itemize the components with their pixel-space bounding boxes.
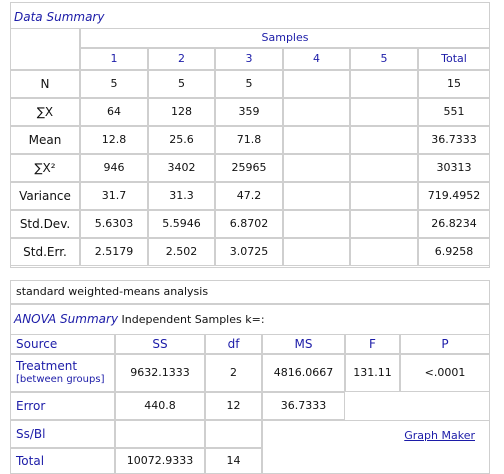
cell: 31.7	[80, 182, 148, 210]
cell: 128	[148, 98, 215, 126]
cell	[283, 182, 350, 210]
cell	[283, 238, 350, 266]
column-header: Source	[10, 334, 115, 354]
column-header: Total	[418, 48, 490, 70]
cell	[350, 126, 418, 154]
cell: 14	[205, 448, 262, 474]
cell: 30313	[418, 154, 490, 182]
source-label: Ss/Bl	[16, 426, 46, 441]
column-header: P	[400, 334, 490, 354]
cell: 4816.0667	[262, 354, 345, 392]
anova-heading: ANOVA Summary Independent Samples k=:	[14, 312, 484, 330]
source-note: [between groups]	[16, 374, 105, 386]
cell: 359	[215, 98, 283, 126]
graph-maker-box: Graph Maker	[262, 420, 490, 474]
source-label: Total	[16, 453, 45, 468]
cell	[350, 182, 418, 210]
row-label: ∑X²	[10, 154, 80, 182]
cell: 2.502	[148, 238, 215, 266]
analysis-note: standard weighted-means analysis	[10, 280, 490, 304]
cell	[283, 154, 350, 182]
cell: 2.5179	[80, 238, 148, 266]
cell: 440.8	[115, 392, 205, 420]
column-header: 4	[283, 48, 350, 70]
cell: 3402	[148, 154, 215, 182]
column-header: MS	[262, 334, 345, 354]
anova-title: ANOVA Summary	[14, 312, 119, 326]
source-cell: Treatment [between groups]	[10, 354, 115, 392]
cell: 12.8	[80, 126, 148, 154]
row-label: Std.Err.	[10, 238, 80, 266]
cell	[350, 210, 418, 238]
column-header: 3	[215, 48, 283, 70]
cell	[283, 98, 350, 126]
empty-cell	[10, 28, 80, 70]
cell	[350, 154, 418, 182]
cell: 26.8234	[418, 210, 490, 238]
cell	[283, 210, 350, 238]
column-header: SS	[115, 334, 205, 354]
column-header: 5	[350, 48, 418, 70]
cell	[115, 420, 205, 448]
cell: 47.2	[215, 182, 283, 210]
row-label: Mean	[10, 126, 80, 154]
cell: <.0001	[400, 354, 490, 392]
anova-subtitle: Independent Samples k=:	[121, 313, 265, 326]
cell: 6.9258	[418, 238, 490, 266]
group-header: Samples	[80, 28, 490, 48]
cell: 36.7333	[418, 126, 490, 154]
cell: 5.5946	[148, 210, 215, 238]
cell: 71.8	[215, 126, 283, 154]
cell: 9632.1333	[115, 354, 205, 392]
row-label: Std.Dev.	[10, 210, 80, 238]
graph-maker-link[interactable]: Graph Maker	[404, 429, 475, 442]
cell	[350, 238, 418, 266]
summary-title: Data Summary	[14, 10, 105, 24]
cell: 15	[418, 70, 490, 98]
cell	[350, 98, 418, 126]
cell: 12	[205, 392, 262, 420]
cell: 551	[418, 98, 490, 126]
cell: 131.11	[345, 354, 400, 392]
cell: 36.7333	[262, 392, 345, 420]
cell: 64	[80, 98, 148, 126]
source-label: Error	[16, 398, 46, 413]
cell: 5.6303	[80, 210, 148, 238]
cell	[283, 126, 350, 154]
source-label: Treatment	[16, 359, 78, 374]
column-header: 2	[148, 48, 215, 70]
cell: 10072.9333	[115, 448, 205, 474]
cell: 5	[148, 70, 215, 98]
cell: 6.8702	[215, 210, 283, 238]
cell	[283, 70, 350, 98]
column-header: F	[345, 334, 400, 354]
column-header: 1	[80, 48, 148, 70]
cell: 3.0725	[215, 238, 283, 266]
cell: 5	[215, 70, 283, 98]
cell: 31.3	[148, 182, 215, 210]
source-cell: Total	[10, 448, 115, 474]
cell: 5	[80, 70, 148, 98]
cell: 946	[80, 154, 148, 182]
cell: 2	[205, 354, 262, 392]
source-cell: Ss/Bl	[10, 420, 115, 448]
cell	[205, 420, 262, 448]
cell	[350, 70, 418, 98]
column-header: df	[205, 334, 262, 354]
cell: 719.4952	[418, 182, 490, 210]
cell: 25.6	[148, 126, 215, 154]
row-label: ∑X	[10, 98, 80, 126]
source-cell: Error	[10, 392, 115, 420]
row-label: Variance	[10, 182, 80, 210]
row-label: N	[10, 70, 80, 98]
cell: 25965	[215, 154, 283, 182]
